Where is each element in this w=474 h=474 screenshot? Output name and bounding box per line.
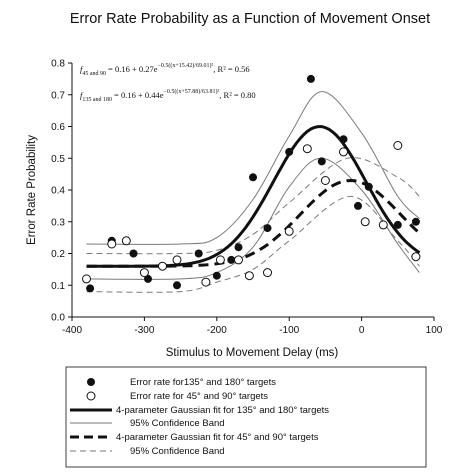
y-axis-label: Error Rate Probability [26,135,38,245]
point-135-180 [263,224,272,233]
y-tick-label: 0.0 [51,313,65,324]
equation-135-180: f135 and 180 = 0.16 + 0.44e−0.5((x+57.88)… [80,88,256,103]
y-tick-label: 0.7 [51,90,65,101]
point-45-90 [158,261,167,271]
point-45-90 [215,255,225,265]
x-tick-label: -300 [134,325,154,336]
point-135-180 [212,271,221,280]
point-135-180 [144,274,152,283]
x-tick-label: 0 [359,325,365,336]
legend-entry-fit-135-180: 4-parameter Gaussian fit for 135° and 18… [70,405,329,416]
point-45-90 [411,252,421,262]
point-45-90 [121,236,131,246]
point-135-180 [86,284,95,293]
point-45-90 [339,147,348,157]
point-45-90 [139,268,149,278]
equation-45-90-sub: 45 and 90 [82,71,106,77]
legend-label-filled-points: Error rate for135° and 180° targets [130,377,276,388]
legend-label-fit-45-90: 4-parameter Gaussian fit for 45° and 90°… [116,432,319,443]
point-45-90 [82,274,91,284]
point-45-90 [360,217,370,227]
plot-area [82,74,421,293]
equation-45-90-r2: , R² = 0.56 [213,64,249,74]
y-tick-label: 0.8 [51,59,65,70]
equation-135-180-r2: , R² = 0.80 [219,90,255,100]
point-135-180 [129,249,138,258]
equation-135-180-text: = 0.16 + 0.44e [114,90,164,100]
x-axis-label: Stimulus to Movement Delay (ms) [166,347,339,359]
legend-label-band-45-90: 95% Confidence Band [130,446,225,457]
legend-box [65,366,427,468]
legend-entry-band-135-180: 95% Confidence Band [70,418,225,429]
y-tick-label: 0.2 [51,249,65,260]
point-45-90 [244,271,254,281]
legend-label-open-points: Error rate for 45° and 90° targets [130,391,268,402]
confidence-band-45-90-upper [86,157,420,255]
point-45-90 [302,144,312,154]
point-135-180 [339,135,348,144]
equation-45-90-exp: −0.5((x+15.42)/69.01)² [158,62,214,69]
equation-135-180-f: f [80,90,84,100]
point-135-180 [411,217,420,226]
confidence-band-45-90-lower [86,195,420,293]
equation-45-90: f45 and 90 = 0.16 + 0.27e−0.5((x+15.42)/6… [80,62,250,77]
point-135-180 [317,157,326,166]
point-135-180 [173,281,181,290]
equation-45-90-f: f [80,64,84,74]
point-135-180 [234,243,243,252]
equation-135-180-sub: 135 and 180 [82,97,112,103]
y-tick-label: 0.6 [51,122,65,133]
point-45-90 [234,255,243,265]
y-tick-label: 0.3 [51,217,65,228]
legend-entry-fit-45-90: 4-parameter Gaussian fit for 45° and 90°… [70,432,319,443]
legend-label-band-135-180: 95% Confidence Band [130,418,225,429]
point-45-90 [107,239,117,249]
point-135-180 [306,74,315,83]
point-45-90 [263,268,272,278]
legend-filled-circle-marker [87,378,95,386]
x-tick-label: -200 [207,325,227,336]
y-tick-label: 0.4 [51,186,65,197]
y-tick-label: 0.5 [51,154,65,165]
legend-open-circle-marker [86,391,96,401]
point-135-180 [285,147,294,156]
legend-entry-band-45-90: 95% Confidence Band [70,446,225,457]
chart-title: Error Rate Probability as a Function of … [70,11,430,27]
fit-equations: f45 and 90 = 0.16 + 0.27e−0.5((x+15.42)/6… [80,62,256,103]
x-tick-label: 100 [426,325,443,336]
point-135-180 [194,249,203,258]
point-45-90 [393,141,403,150]
fit-45-90-line [86,178,421,268]
point-135-180 [364,182,373,191]
point-135-180 [354,201,362,210]
equation-135-180-exp: −0.5((x+57.88)/63.81)² [164,88,220,95]
point-45-90 [201,277,211,287]
y-tick-label: 0.1 [51,281,65,292]
point-45-90 [172,255,182,265]
point-45-90 [378,220,388,230]
point-135-180 [393,220,402,229]
point-45-90 [320,176,330,185]
point-45-90 [284,226,294,236]
legend-entry-filled-points: Error rate for135° and 180° targets [87,377,276,388]
legend-label-fit-135-180: 4-parameter Gaussian fit for 135° and 18… [116,405,329,416]
legend: Error rate for135° and 180° targets Erro… [65,366,427,468]
legend-entry-open-points: Error rate for 45° and 90° targets [86,391,268,402]
confidence-band-135-180-upper [86,91,420,245]
point-135-180 [227,255,236,264]
point-135-180 [249,173,257,182]
x-tick-label: -100 [279,325,299,336]
axes: -400 -300 -200 -100 0 100 0.0 0.1 0.2 0.3 0.4 0.5 0… [51,59,443,337]
x-tick-label: -400 [62,325,82,336]
equation-45-90-text: = 0.16 + 0.27e [108,64,158,74]
